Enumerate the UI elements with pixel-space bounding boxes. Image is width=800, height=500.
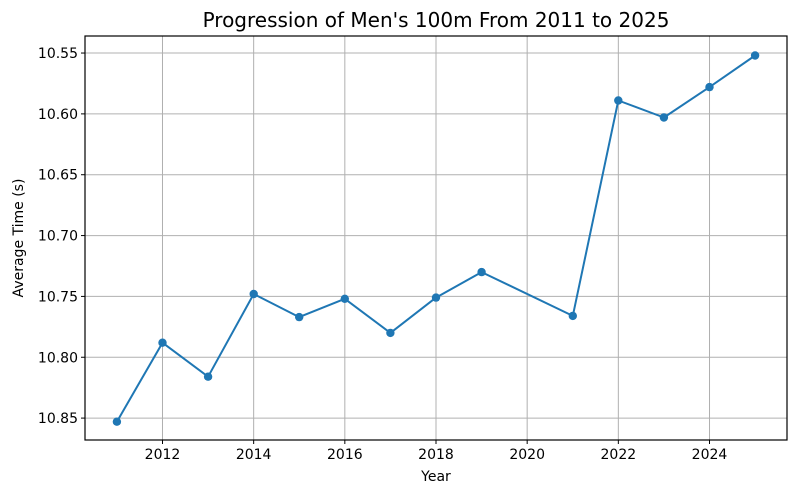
x-tick-label: 2024 — [692, 447, 728, 463]
x-tick-label: 2016 — [327, 447, 363, 463]
chart-title: Progression of Men's 100m From 2011 to 2… — [203, 8, 670, 32]
x-tick-label: 2018 — [418, 447, 454, 463]
data-point — [750, 51, 760, 60]
y-tick-label: 10.75 — [38, 289, 78, 305]
data-point — [614, 96, 623, 105]
data-point — [431, 293, 441, 302]
x-tick-label: 2022 — [601, 447, 637, 463]
data-point — [386, 328, 395, 338]
x-tick-label: 2012 — [145, 447, 181, 463]
data-point — [477, 267, 486, 277]
data-point — [203, 372, 213, 381]
data-point — [705, 82, 714, 92]
x-axis-label: Year — [420, 469, 451, 485]
data-point — [568, 311, 577, 321]
data-point — [659, 113, 669, 122]
x-tick-label: 2020 — [509, 447, 545, 463]
data-line — [115, 54, 757, 423]
y-tick-label: 10.65 — [38, 168, 78, 184]
y-tick-label: 10.70 — [38, 229, 78, 245]
y-tick-label: 10.60 — [38, 107, 78, 123]
x-tick-label: 2014 — [236, 447, 272, 463]
data-series-layer — [112, 51, 760, 426]
data-point — [295, 312, 304, 322]
data-point — [112, 417, 122, 426]
y-tick-label: 10.55 — [38, 46, 78, 62]
axes-layer: 2012 2014 2016 2018 2020 2022 2024 10.55 10.60 10… — [38, 35, 788, 463]
y-axis-label: Average Time (s) — [11, 179, 27, 298]
data-point — [249, 289, 258, 299]
data-point — [340, 294, 349, 303]
grid-layer — [85, 36, 787, 440]
y-tick-label: 10.80 — [38, 350, 78, 366]
data-point — [158, 338, 167, 347]
y-tick-label: 10.85 — [38, 411, 78, 427]
